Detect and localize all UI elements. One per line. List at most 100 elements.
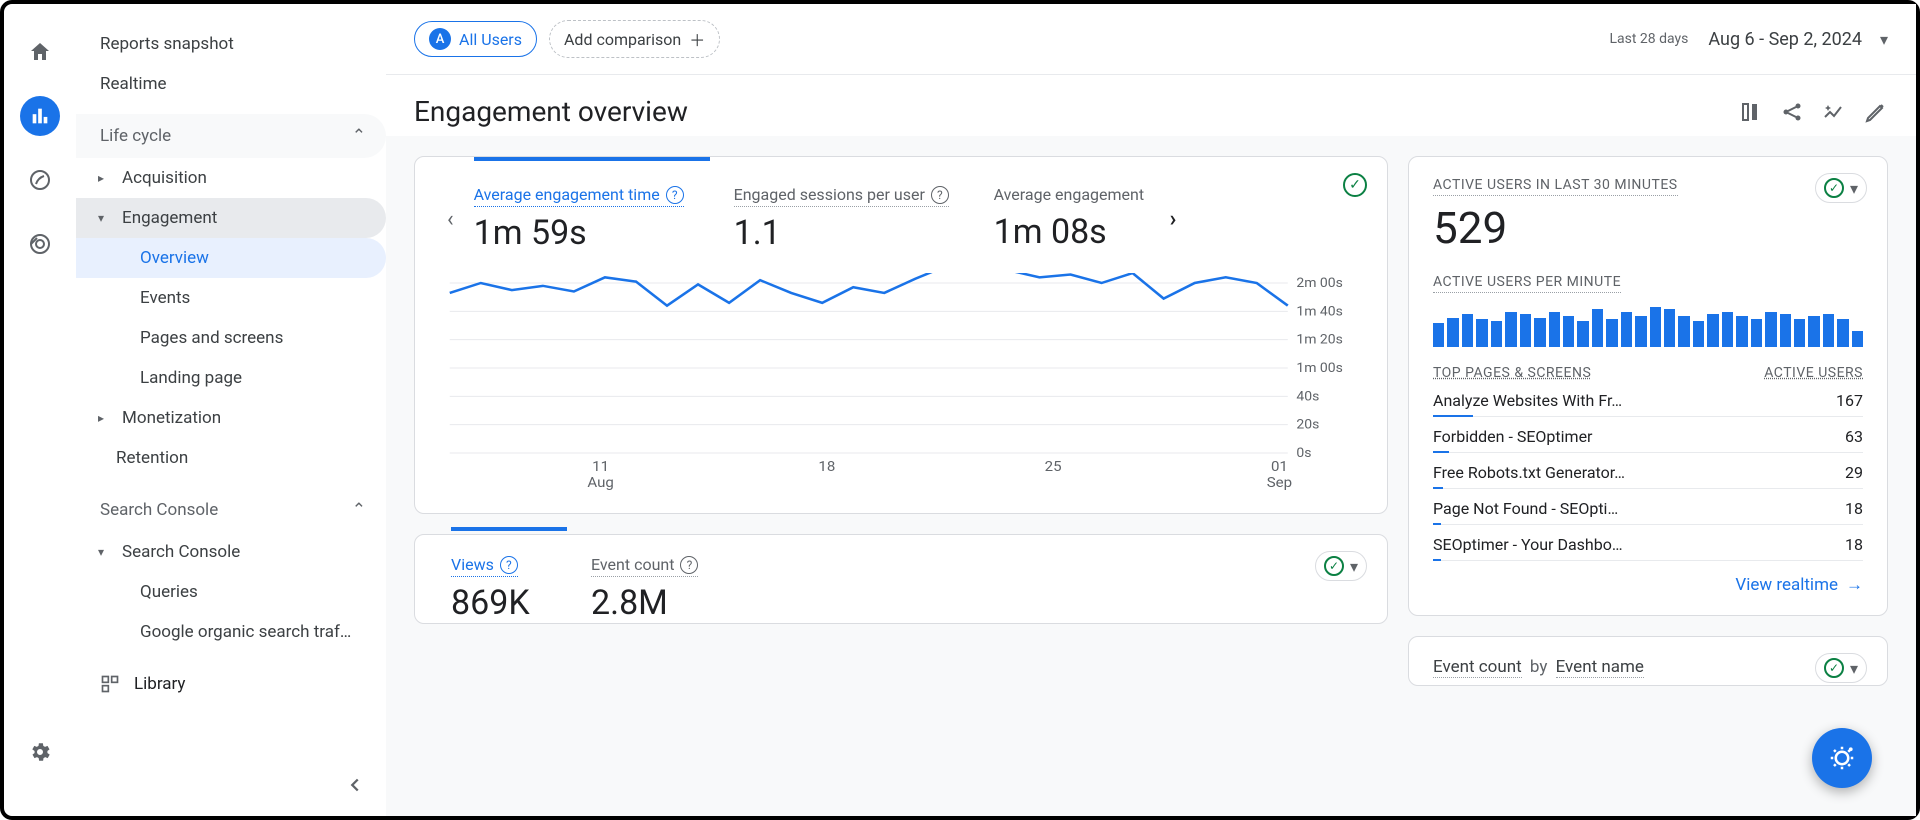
spark-bar: [1491, 321, 1502, 347]
spark-bar: [1693, 321, 1704, 347]
main: A All Users Add comparison ＋ Last 28 day…: [386, 4, 1916, 816]
advertising-icon[interactable]: [20, 224, 60, 264]
sidebar-item-acquisition[interactable]: Acquisition: [76, 158, 386, 198]
table-row[interactable]: Analyze Websites With Fr…167: [1433, 381, 1863, 417]
insights-fab[interactable]: [1812, 728, 1872, 788]
next-metric-button[interactable]: ›: [1162, 207, 1185, 232]
page-name: Forbidden - SEOptimer: [1433, 427, 1592, 446]
spark-bar: [1635, 316, 1646, 347]
prev-metric-button[interactable]: ‹: [439, 207, 462, 232]
sidebar-item-snapshot[interactable]: Reports snapshot: [76, 24, 386, 64]
svg-text:25: 25: [1045, 458, 1062, 474]
sidebar-item-landing[interactable]: Landing page: [76, 358, 386, 398]
sidebar-item-engagement[interactable]: Engagement: [76, 198, 386, 238]
svg-text:0s: 0s: [1296, 445, 1311, 460]
table-row[interactable]: Forbidden - SEOptimer 63: [1433, 417, 1863, 453]
sidebar-item-overview[interactable]: Overview: [76, 238, 386, 278]
reports-icon[interactable]: [20, 96, 60, 136]
sidebar-item-retention[interactable]: Retention: [76, 438, 386, 478]
chevron-up-icon: ⌃: [352, 126, 366, 146]
engagement-card: ✓ ‹ Average engagement time? 1m 59s Enga…: [414, 156, 1388, 514]
spark-bar: [1707, 314, 1718, 347]
sidebar-item-pages-screens[interactable]: Pages and screens: [76, 318, 386, 358]
realtime-sparkline: [1433, 307, 1863, 347]
spark-bar: [1577, 321, 1588, 347]
date-label: Last 28 days: [1610, 31, 1689, 47]
sidebar-item-monetization[interactable]: Monetization: [76, 398, 386, 438]
svg-text:1m 20s: 1m 20s: [1296, 332, 1342, 347]
table-header-pages: TOP PAGES & SCREENS: [1433, 365, 1591, 381]
metric-value: 1.1: [734, 213, 970, 253]
svg-text:1m 00s: 1m 00s: [1296, 360, 1342, 375]
check-dropdown[interactable]: ✓▾: [1815, 653, 1867, 683]
sidebar-collapse-button[interactable]: [344, 774, 366, 796]
library-icon: [100, 674, 120, 694]
sidebar: Reports snapshot Realtime Life cycle ⌃ A…: [76, 4, 386, 816]
chevron-down-icon[interactable]: ▾: [1880, 30, 1888, 49]
svg-text:2m 00s: 2m 00s: [1296, 275, 1342, 290]
view-realtime-link[interactable]: View realtime →: [1433, 575, 1863, 595]
metric-avg-engagement[interactable]: Average engagement 1m 08s: [982, 185, 1162, 252]
spark-bar: [1520, 314, 1531, 347]
sidebar-item-queries[interactable]: Queries: [76, 572, 386, 612]
engagement-chart: 2m 00s1m 40s1m 20s1m 00s40s20s0s11Aug182…: [439, 273, 1363, 493]
home-icon[interactable]: [20, 32, 60, 72]
table-row[interactable]: SEOptimer - Your Dashbo…18: [1433, 525, 1863, 561]
spark-bar: [1823, 314, 1834, 347]
help-icon[interactable]: ?: [500, 556, 518, 574]
table-header-users: ACTIVE USERS: [1764, 365, 1863, 381]
settings-icon[interactable]: [20, 732, 60, 772]
sidebar-item-realtime[interactable]: Realtime: [76, 64, 386, 104]
sidebar-group-lifecycle[interactable]: Life cycle ⌃: [76, 114, 386, 158]
metric-views[interactable]: Views? 869K: [439, 555, 579, 623]
page-name: Free Robots.txt Generator…: [1433, 463, 1625, 482]
table-row[interactable]: Free Robots.txt Generator…29: [1433, 453, 1863, 489]
table-row[interactable]: Page Not Found - SEOpti…18: [1433, 489, 1863, 525]
svg-text:Aug: Aug: [587, 474, 613, 490]
realtime-header: ACTIVE USERS IN LAST 30 MINUTES: [1433, 177, 1678, 196]
explore-icon[interactable]: [20, 160, 60, 200]
help-icon[interactable]: ?: [666, 186, 684, 204]
svg-text:01: 01: [1271, 458, 1288, 474]
help-icon[interactable]: ?: [931, 186, 949, 204]
metric-avg-engagement-time[interactable]: Average engagement time? 1m 59s: [462, 185, 722, 253]
spark-bar: [1592, 309, 1603, 347]
all-users-label: All Users: [459, 30, 522, 49]
date-range[interactable]: Aug 6 - Sep 2, 2024: [1708, 29, 1862, 50]
spark-bar: [1650, 307, 1661, 347]
help-icon[interactable]: ?: [680, 556, 698, 574]
check-dropdown[interactable]: ✓▾: [1815, 173, 1867, 203]
metric-event-count[interactable]: Event count? 2.8M: [579, 555, 759, 623]
spark-bar: [1837, 319, 1848, 347]
svg-text:1m 40s: 1m 40s: [1296, 304, 1342, 319]
metric-engaged-sessions[interactable]: Engaged sessions per user? 1.1: [722, 185, 982, 253]
sidebar-group-search[interactable]: Search Console ⌃: [76, 488, 386, 532]
sidebar-item-library[interactable]: Library: [76, 662, 386, 706]
realtime-card: ✓▾ ACTIVE USERS IN LAST 30 MINUTES 529 A…: [1408, 156, 1888, 616]
arrow-right-icon: →: [1846, 575, 1863, 595]
compare-icon[interactable]: [1738, 100, 1762, 124]
all-users-chip[interactable]: A All Users: [414, 21, 537, 57]
spark-bar: [1664, 309, 1675, 347]
spark-bar: [1433, 323, 1444, 347]
sidebar-item-search-console[interactable]: Search Console: [76, 532, 386, 572]
spark-bar: [1534, 318, 1545, 347]
spark-bar: [1808, 316, 1819, 347]
metric-value: 2.8M: [591, 583, 747, 623]
sidebar-item-events[interactable]: Events: [76, 278, 386, 318]
spark-bar: [1447, 318, 1458, 347]
sidebar-group-label: Search Console: [100, 500, 218, 520]
spark-bar: [1476, 319, 1487, 347]
add-comparison-chip[interactable]: Add comparison ＋: [549, 20, 720, 58]
content: ✓ ‹ Average engagement time? 1m 59s Enga…: [386, 136, 1916, 816]
header-actions: [1738, 100, 1888, 124]
insights-icon[interactable]: [1822, 100, 1846, 124]
edit-icon[interactable]: [1864, 100, 1888, 124]
check-dropdown[interactable]: ✓▾: [1315, 551, 1367, 581]
sidebar-item-organic[interactable]: Google organic search traf…: [76, 612, 386, 652]
metric-value: 1m 08s: [994, 212, 1150, 252]
user-count: 63: [1845, 427, 1863, 446]
left-rail: [4, 4, 76, 816]
spark-bar: [1678, 316, 1689, 347]
share-icon[interactable]: [1780, 100, 1804, 124]
